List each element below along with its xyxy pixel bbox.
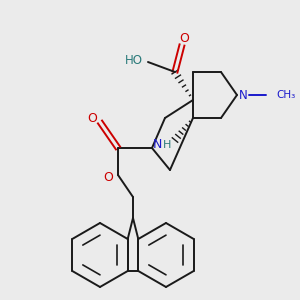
Text: O: O xyxy=(103,172,113,184)
Text: CH₃: CH₃ xyxy=(276,90,295,100)
Text: N: N xyxy=(152,137,162,151)
Text: N: N xyxy=(238,88,247,101)
Text: HO: HO xyxy=(125,53,143,67)
Text: O: O xyxy=(179,32,189,44)
Text: O: O xyxy=(87,112,97,124)
Text: H: H xyxy=(163,140,171,150)
